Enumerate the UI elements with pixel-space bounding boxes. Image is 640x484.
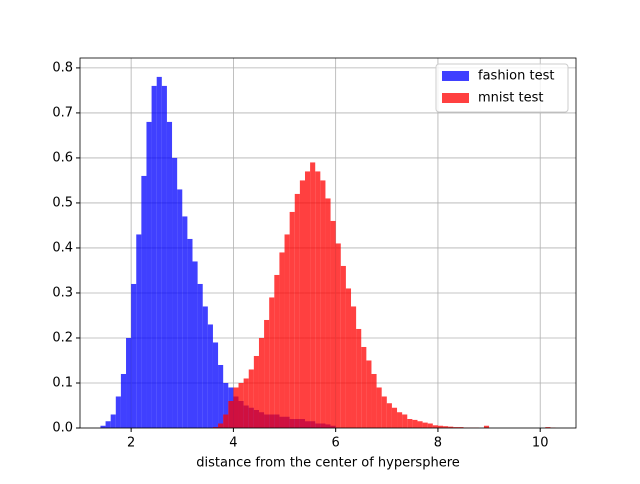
histogram-bar bbox=[228, 401, 233, 428]
histogram-bar bbox=[239, 383, 244, 428]
histogram-bar bbox=[433, 425, 438, 428]
y-tick-label: 0.4 bbox=[52, 240, 73, 255]
histogram-bar bbox=[428, 423, 433, 428]
x-axis-label: distance from the center of hypersphere bbox=[196, 456, 460, 471]
histogram-bar bbox=[382, 396, 387, 428]
histogram-bar bbox=[336, 243, 341, 428]
histogram-bar bbox=[351, 306, 356, 428]
histogram-bar bbox=[259, 338, 264, 428]
histogram-bar bbox=[198, 284, 203, 428]
histogram-bar bbox=[136, 234, 141, 428]
histogram-bar bbox=[116, 396, 121, 428]
histogram-bar bbox=[111, 414, 116, 428]
histogram-bar bbox=[417, 421, 422, 428]
histogram-bar bbox=[157, 77, 162, 428]
histogram-bar bbox=[397, 412, 402, 428]
histogram-bar bbox=[218, 423, 223, 428]
histogram-bar bbox=[387, 403, 392, 428]
histogram-bar bbox=[423, 423, 428, 428]
legend-label: mnist test bbox=[478, 91, 543, 106]
histogram-bar bbox=[371, 374, 376, 428]
histogram-bar bbox=[407, 419, 412, 428]
histogram-bar bbox=[254, 356, 259, 428]
y-tick-label: 0.5 bbox=[52, 195, 73, 210]
histogram-bar bbox=[402, 414, 407, 428]
histogram-bar bbox=[126, 338, 131, 428]
y-tick-label: 0.7 bbox=[52, 105, 73, 120]
y-tick-label: 0.2 bbox=[52, 330, 73, 345]
histogram-bar bbox=[213, 342, 218, 428]
legend-label: fashion test bbox=[478, 69, 554, 84]
histogram-bar bbox=[331, 221, 336, 428]
histogram-bar bbox=[141, 176, 146, 428]
histogram-bar bbox=[249, 369, 254, 428]
histogram-bar bbox=[300, 180, 305, 428]
histogram-bar bbox=[315, 171, 320, 428]
x-tick-label: 4 bbox=[229, 436, 237, 451]
y-tick-label: 0.3 bbox=[52, 285, 73, 300]
histogram-bar bbox=[131, 284, 136, 428]
histogram-bar bbox=[279, 252, 284, 428]
y-tick-label: 0.8 bbox=[52, 60, 73, 75]
x-tick-label: 6 bbox=[332, 436, 340, 451]
histogram-bar bbox=[320, 180, 325, 428]
histogram-bar bbox=[310, 162, 315, 428]
legend-swatch bbox=[442, 71, 469, 81]
histogram-bar bbox=[192, 261, 197, 428]
histogram-bar bbox=[121, 374, 126, 428]
histogram-bar bbox=[341, 266, 346, 428]
histogram-bar bbox=[218, 365, 223, 428]
histogram-bar bbox=[377, 387, 382, 428]
histogram-bar bbox=[325, 198, 330, 428]
histogram-bar bbox=[295, 194, 300, 428]
histogram-bar bbox=[182, 216, 187, 428]
histogram-bar bbox=[146, 122, 151, 428]
histogram-bar bbox=[162, 86, 167, 428]
histogram-bar bbox=[269, 297, 274, 428]
x-tick-label: 10 bbox=[532, 436, 549, 451]
histogram-bar bbox=[233, 387, 238, 428]
histogram-bar bbox=[187, 239, 192, 428]
histogram-bar bbox=[305, 171, 310, 428]
histogram-bar bbox=[361, 347, 366, 428]
histogram-bar bbox=[356, 329, 361, 428]
histogram-bar bbox=[285, 234, 290, 428]
y-tick-label: 0.1 bbox=[52, 375, 73, 390]
x-tick-label: 8 bbox=[434, 436, 442, 451]
y-tick-label: 0.6 bbox=[52, 150, 73, 165]
histogram-bar bbox=[346, 288, 351, 428]
histogram-bar bbox=[366, 360, 371, 428]
histogram-bar bbox=[290, 212, 295, 428]
histogram-bar bbox=[244, 378, 249, 428]
histogram-bar bbox=[152, 86, 157, 428]
histogram-bar bbox=[172, 158, 177, 428]
histogram-bar bbox=[208, 324, 213, 428]
y-tick-label: 0.0 bbox=[52, 421, 73, 436]
histogram-bar bbox=[167, 122, 172, 428]
histogram-bar bbox=[274, 275, 279, 428]
histogram-bar bbox=[392, 408, 397, 428]
legend-swatch bbox=[442, 93, 469, 103]
histogram-bar bbox=[264, 320, 269, 428]
histogram-bar bbox=[106, 421, 111, 428]
histogram-bar bbox=[177, 189, 182, 428]
x-tick-label: 2 bbox=[127, 436, 135, 451]
histogram-bar bbox=[203, 306, 208, 428]
histogram-bar bbox=[412, 420, 417, 428]
histogram-bar bbox=[223, 414, 228, 428]
